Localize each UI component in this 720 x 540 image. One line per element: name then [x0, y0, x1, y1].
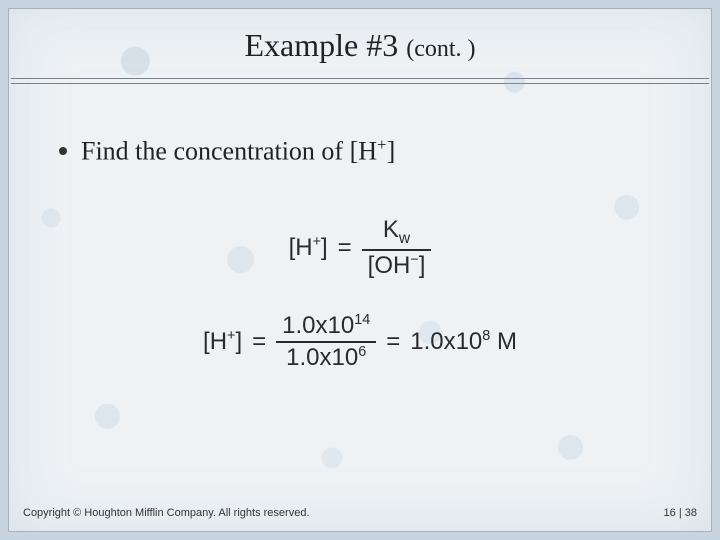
eq1-lhs-close: ] — [321, 234, 328, 261]
eq2-num-exp: 14 — [354, 312, 370, 328]
page-indicator: 16 | 38 — [664, 507, 697, 519]
eq2-lhs-close: ] — [235, 328, 242, 355]
eq1-den-open: [OH — [368, 252, 411, 279]
copyright-text: Copyright © Houghton Mifflin Company. Al… — [23, 507, 310, 519]
eq1-lhs-open: [H — [289, 234, 313, 261]
eq2-den-exp: 6 — [358, 344, 366, 360]
eq1-den-close: ] — [419, 252, 426, 279]
title-area: Example #3 (cont. ) — [9, 9, 711, 64]
slide-body: Find the concentration of [H+] [H+] = Kw… — [9, 115, 711, 497]
page-number: 38 — [685, 507, 697, 519]
eq2-lhs-open: [H — [203, 328, 227, 355]
eq2-fraction: 1.0x1014 1.0x106 — [276, 313, 376, 372]
eq2-lhs: [H+] — [203, 328, 242, 356]
eq1-fraction: Kw [OH−] — [362, 217, 432, 279]
eq1-numerator: Kw — [377, 217, 416, 247]
title-divider — [11, 78, 709, 84]
page-sep: | — [676, 507, 685, 519]
slide-footer: Copyright © Houghton Mifflin Company. Al… — [9, 501, 711, 531]
bullet-icon — [59, 147, 67, 155]
equation-1: [H+] = Kw [OH−] — [41, 217, 679, 279]
eq1-den-sup: − — [410, 252, 418, 268]
slide-title: Example #3 (cont. ) — [9, 27, 711, 64]
bullet-suffix: ] — [387, 137, 396, 166]
eq2-numerator: 1.0x1014 — [276, 313, 376, 339]
eq2-denominator: 1.0x106 — [280, 345, 372, 371]
equation-2: [H+] = 1.0x1014 1.0x106 = 1.0x108 M — [41, 313, 679, 372]
eq1-lhs: [H+] — [289, 234, 328, 262]
eq1-lhs-sup: + — [313, 234, 321, 250]
eq1-equals: = — [338, 234, 352, 262]
eq1-denominator: [OH−] — [362, 253, 432, 279]
bullet-prefix: Find the concentration of [H — [81, 137, 377, 166]
title-main: Example #3 — [244, 27, 398, 63]
bullet-sup: + — [377, 135, 387, 154]
eq2-equals-2: = — [386, 328, 400, 356]
eq2-equals-1: = — [252, 328, 266, 356]
eq1-num-sub: w — [399, 229, 410, 246]
eq1-num-base: K — [383, 216, 399, 243]
slide: Example #3 (cont. ) Find the concentrati… — [8, 8, 712, 532]
title-cont: (cont. ) — [406, 36, 475, 62]
eq2-rhs-main: 1.0x10 — [410, 328, 482, 355]
eq2-rhs-unit: M — [490, 328, 517, 355]
eq2-rhs: 1.0x108 M — [410, 328, 517, 356]
chapter-number: 16 — [664, 507, 676, 519]
eq1-fraction-bar — [362, 249, 432, 251]
bullet-item: Find the concentration of [H+] — [41, 135, 679, 167]
equations: [H+] = Kw [OH−] [H+] = — [41, 217, 679, 372]
bullet-text: Find the concentration of [H+] — [81, 135, 395, 167]
eq2-fraction-bar — [276, 341, 376, 343]
eq2-den-main: 1.0x10 — [286, 344, 358, 371]
eq2-num-main: 1.0x10 — [282, 312, 354, 339]
